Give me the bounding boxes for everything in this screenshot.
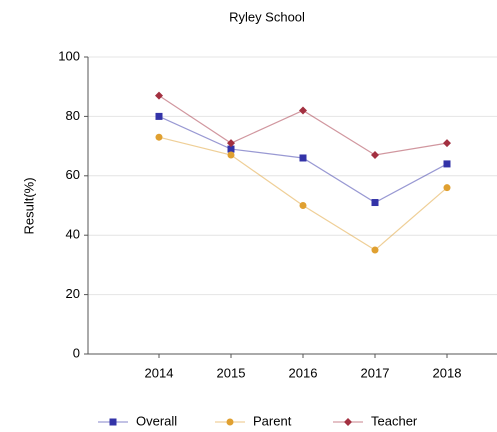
data-point [227,139,235,148]
data-point [299,154,307,162]
data-point [443,160,451,168]
data-point [371,199,379,207]
legend-label: Teacher [371,413,418,428]
x-tick-label: 2014 [145,365,174,380]
y-tick-label: 100 [58,48,80,63]
legend-label: Overall [136,413,177,428]
data-point [443,139,451,148]
y-tick-label: 20 [66,286,80,301]
y-tick-label: 80 [66,108,80,123]
y-tick-label: 40 [66,227,80,242]
legend-marker [344,418,352,426]
data-point [227,151,235,159]
legend-marker [109,418,117,426]
x-tick-label: 2018 [433,365,462,380]
y-axis-label: Result(%) [21,177,36,234]
data-point [371,151,379,160]
y-tick-label: 60 [66,167,80,182]
data-point [299,202,307,209]
y-tick-label: 0 [73,345,80,360]
x-tick-label: 2017 [361,365,390,380]
data-point [155,133,163,141]
legend-marker [226,418,234,426]
data-point [371,246,379,254]
x-tick-label: 2015 [217,365,246,380]
data-point [155,91,163,100]
data-point [299,106,307,115]
data-point [443,184,451,192]
series-line [158,136,448,251]
series-line [158,95,448,156]
x-tick-label: 2016 [289,365,318,380]
data-point [227,145,235,153]
legend-label: Parent [253,413,292,428]
chart-title: Ryley School [229,9,305,24]
data-point [155,112,163,120]
